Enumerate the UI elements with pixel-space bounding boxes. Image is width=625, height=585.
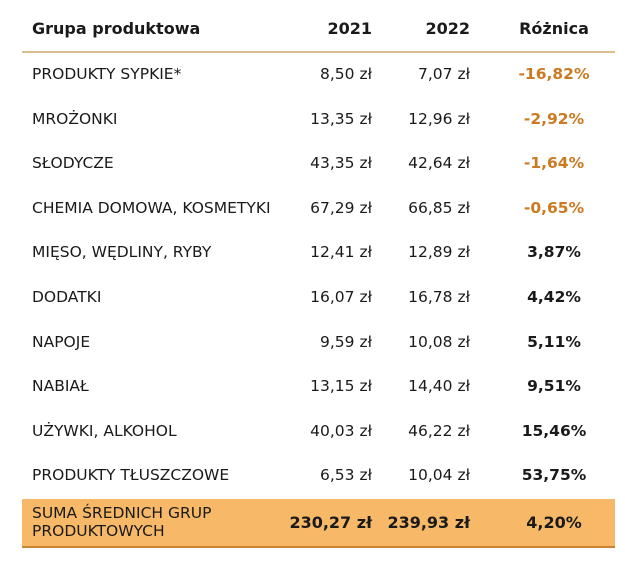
row-diff: -2,92% xyxy=(523,109,585,128)
row-diff: 3,87% xyxy=(527,243,581,262)
header-2022: 2022 xyxy=(425,19,470,38)
row-2022: 16,78 zł xyxy=(408,288,470,306)
row-2022: 7,07 zł xyxy=(418,65,470,83)
row-diff: 4,42% xyxy=(527,288,581,306)
row-diff: 5,11% xyxy=(527,332,581,351)
total-diff: 4,20% xyxy=(526,513,582,532)
row-2022: 42,64 zł xyxy=(408,154,470,173)
table-row: MROŻONKI 13,35 zł 12,96 zł -2,92% xyxy=(22,98,615,142)
row-2022: 14,40 zł xyxy=(408,377,470,396)
table-row: UŻYWKI, ALKOHOL 40,03 zł 46,22 zł 15,46% xyxy=(22,410,615,454)
row-diff: 9,51% xyxy=(527,377,581,396)
total-row: SUMA ŚREDNICH GRUP PRODUKTOWYCH 230,27 z… xyxy=(22,499,615,548)
row-diff: -16,82% xyxy=(518,65,590,83)
row-2021: 43,35 zł xyxy=(310,154,372,173)
table-row: DODATKI 16,07 zł 16,78 zł 4,42% xyxy=(22,276,615,320)
total-label-line1: SUMA ŚREDNICH GRUP xyxy=(32,504,212,522)
row-group: MROŻONKI xyxy=(32,109,118,128)
table-row: SŁODYCZE 43,35 zł 42,64 zł -1,64% xyxy=(22,142,615,186)
row-2021: 6,53 zł xyxy=(320,466,372,485)
table-row: PRODUKTY TŁUSZCZOWE 6,53 zł 10,04 zł 53,75% xyxy=(22,454,615,498)
row-group: MIĘSO, WĘDLINY, RYBY xyxy=(32,243,212,262)
total-label-line2: PRODUKTOWYCH xyxy=(32,522,165,540)
row-group: PRODUKTY SYPKIE* xyxy=(32,65,182,83)
row-group: SŁODYCZE xyxy=(32,154,114,173)
row-2021: 9,59 zł xyxy=(320,332,372,351)
row-diff: -1,64% xyxy=(523,154,585,173)
row-2022: 10,04 zł xyxy=(408,466,470,485)
row-2022: 12,89 zł xyxy=(408,243,470,262)
row-group: UŻYWKI, ALKOHOL xyxy=(32,421,177,440)
row-diff: -0,65% xyxy=(523,198,585,217)
header-2021: 2021 xyxy=(327,19,372,38)
row-group: NABIAŁ xyxy=(32,377,89,396)
row-2022: 66,85 zł xyxy=(408,198,470,217)
table-row: PRODUKTY SYPKIE* 8,50 zł 7,07 zł -16,82% xyxy=(22,53,615,97)
header-group: Grupa produktowa xyxy=(32,19,201,38)
row-group: CHEMIA DOMOWA, KOSMETYKI xyxy=(32,198,271,217)
row-diff: 15,46% xyxy=(521,421,587,440)
row-2021: 8,50 zł xyxy=(320,65,372,83)
table-row: NAPOJE 9,59 zł 10,08 zł 5,11% xyxy=(22,321,615,365)
row-2021: 67,29 zł xyxy=(310,198,372,217)
row-2021: 13,15 zł xyxy=(310,377,372,396)
total-2021: 230,27 zł xyxy=(289,513,372,532)
header-diff: Różnica xyxy=(519,19,589,38)
row-2021: 12,41 zł xyxy=(310,243,372,262)
row-2022: 10,08 zł xyxy=(408,332,470,351)
row-diff: 53,75% xyxy=(521,466,587,485)
row-2021: 16,07 zł xyxy=(310,288,372,306)
row-2022: 12,96 zł xyxy=(408,109,470,128)
total-label: SUMA ŚREDNICH GRUP PRODUKTOWYCH xyxy=(32,504,211,540)
row-2022: 46,22 zł xyxy=(408,421,470,440)
row-group: PRODUKTY TŁUSZCZOWE xyxy=(32,466,230,485)
table-header: Grupa produktowa 2021 2022 Różnica xyxy=(22,14,615,53)
table-row: CHEMIA DOMOWA, KOSMETYKI 67,29 zł 66,85 zł… xyxy=(22,187,615,231)
row-2021: 13,35 zł xyxy=(310,109,372,128)
table-row: NABIAŁ 13,15 zł 14,40 zł 9,51% xyxy=(22,365,615,409)
row-group: DODATKI xyxy=(32,288,102,306)
total-2022: 239,93 zł xyxy=(387,513,470,532)
row-group: NAPOJE xyxy=(32,332,91,351)
table-row: MIĘSO, WĘDLINY, RYBY 12,41 zł 12,89 zł 3,87… xyxy=(22,231,615,275)
row-2021: 40,03 zł xyxy=(310,421,372,440)
